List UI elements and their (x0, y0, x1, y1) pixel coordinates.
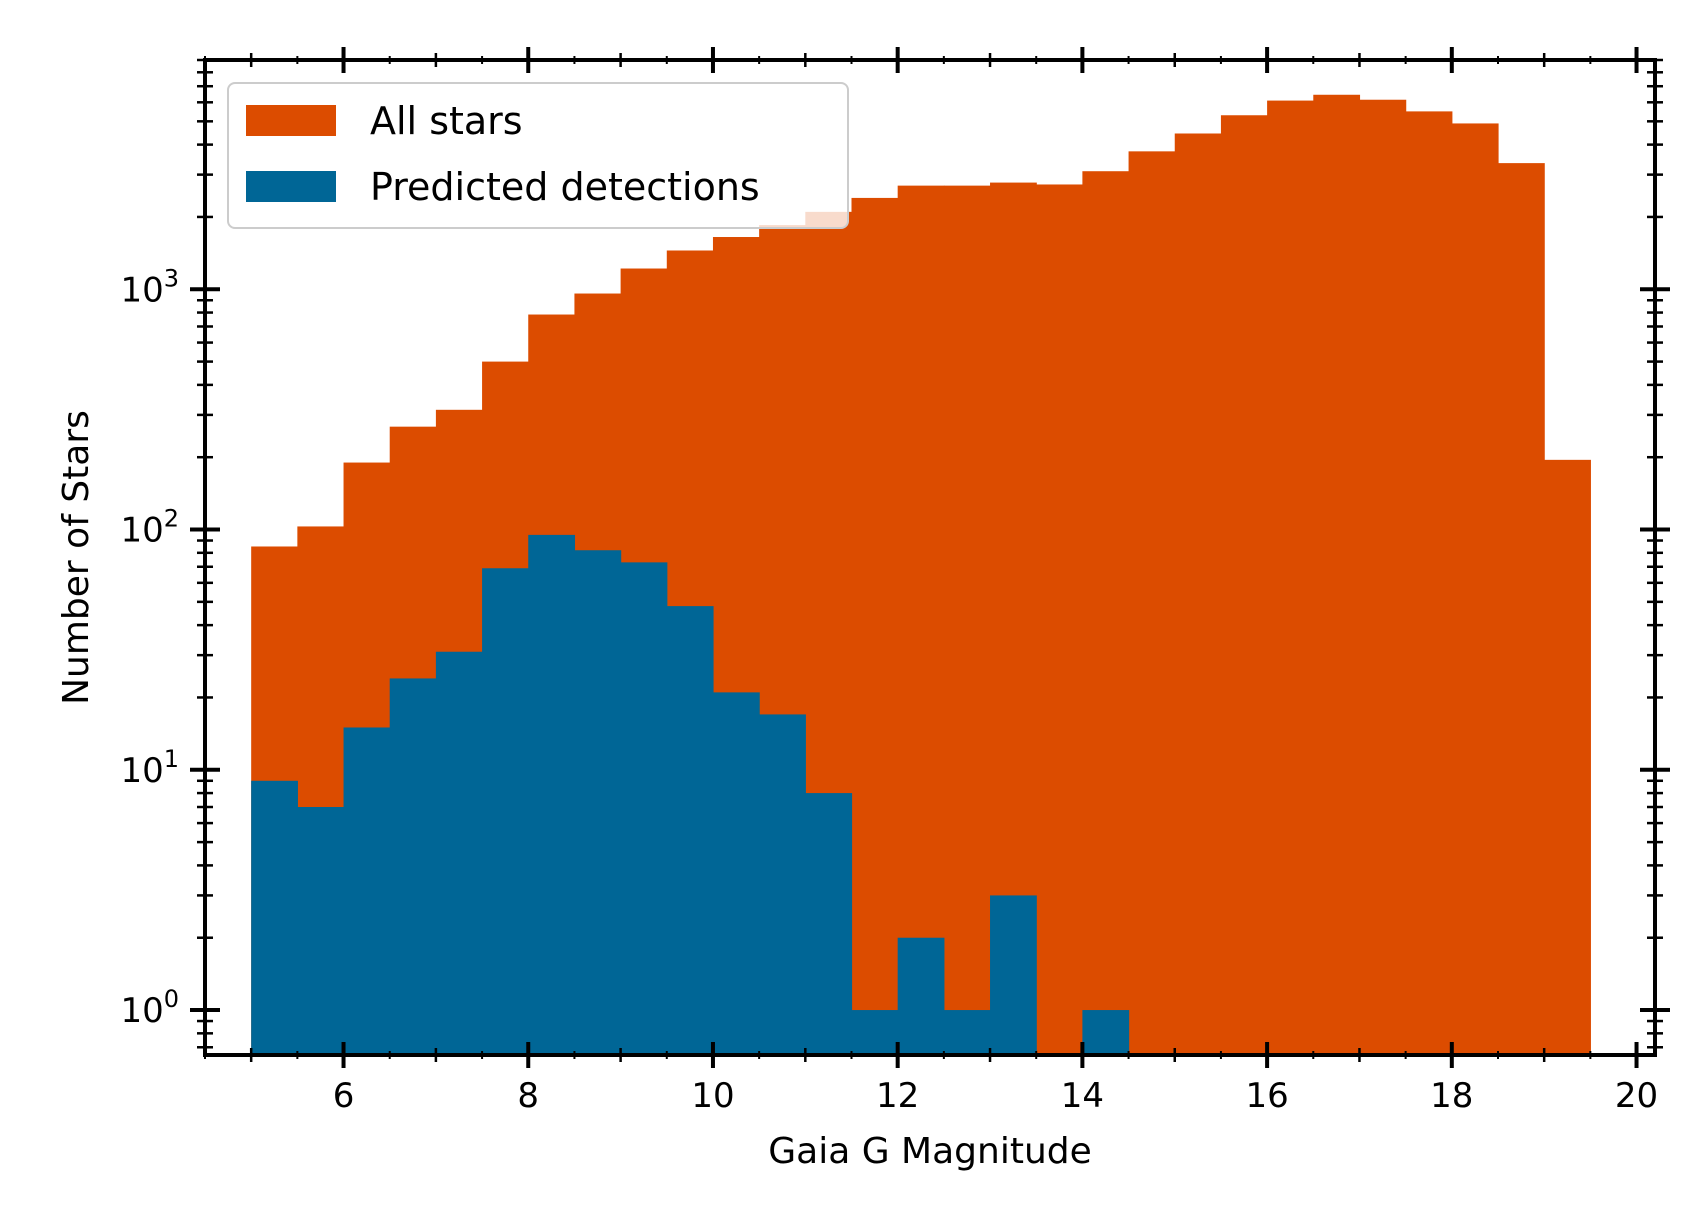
bar (482, 568, 529, 1055)
bar (343, 727, 391, 1055)
x-tick-label: 10 (691, 1076, 734, 1116)
bar (851, 197, 899, 1055)
bar (620, 562, 668, 1055)
bar (1544, 459, 1591, 1055)
bar (574, 550, 622, 1055)
legend-box (227, 82, 849, 229)
x-tick-label: 8 (517, 1076, 539, 1116)
bar (1359, 99, 1407, 1056)
bar (805, 793, 853, 1055)
bar (712, 692, 760, 1055)
bar (1220, 115, 1268, 1056)
y-tick-label: 102 (120, 505, 179, 551)
x-tick-labels: 6 8 10 12 14 16 18 20 (333, 1076, 1658, 1116)
bar (1174, 133, 1222, 1055)
bar (528, 534, 576, 1055)
legend-label-all-stars: All stars (370, 99, 523, 143)
legend-swatch-predicted-detections (246, 171, 336, 202)
x-tick-label: 14 (1061, 1076, 1104, 1116)
bar (990, 895, 1037, 1055)
plot-frame (203, 58, 1657, 1057)
series-predicted-detections (251, 534, 1130, 1055)
bar (251, 780, 298, 1055)
bar (897, 185, 945, 1055)
x-tick-label: 6 (333, 1076, 355, 1116)
bar (297, 807, 345, 1055)
x-tick-label: 20 (1615, 1076, 1658, 1116)
bar (1313, 94, 1361, 1055)
y-tick-label: 103 (120, 264, 179, 310)
bar (897, 937, 945, 1055)
y-tick-labels: 100 101 102 103 (120, 264, 179, 1031)
x-tick-label: 12 (876, 1076, 919, 1116)
bar (1036, 184, 1083, 1056)
bar (1128, 151, 1176, 1055)
bar (389, 678, 437, 1055)
legend-swatch-all-stars (246, 105, 336, 136)
bar (943, 1010, 991, 1055)
bar (1082, 171, 1130, 1055)
bar (435, 651, 483, 1055)
bar (1497, 163, 1545, 1055)
bar (759, 714, 806, 1055)
y-tick-label: 100 (120, 985, 179, 1031)
y-tick-label: 101 (120, 745, 179, 791)
legend: All stars Predicted detections (227, 82, 849, 229)
bar (851, 1010, 899, 1055)
bar (1405, 111, 1453, 1056)
bar (1267, 100, 1314, 1055)
bar (1451, 123, 1499, 1055)
bar (1082, 1010, 1130, 1055)
bar (943, 185, 991, 1055)
x-tick-label: 18 (1430, 1076, 1473, 1116)
y-axis-label: Number of Stars (56, 410, 97, 705)
x-axis-label: Gaia G Magnitude (768, 1131, 1092, 1172)
x-tick-label: 16 (1245, 1076, 1288, 1116)
bar (666, 606, 714, 1055)
legend-label-predicted-detections: Predicted detections (370, 165, 760, 209)
